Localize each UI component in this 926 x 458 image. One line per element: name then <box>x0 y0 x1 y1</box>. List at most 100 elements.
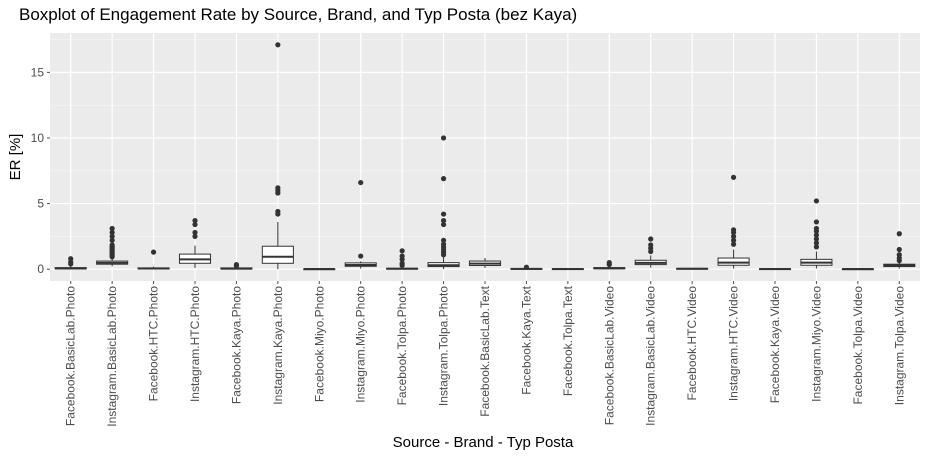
x-tick-label: Facebook.Kaya.Photo <box>229 286 243 404</box>
outlier-point <box>813 219 820 225</box>
outlier-point <box>150 249 157 255</box>
box-instagram-htc-video <box>717 174 750 269</box>
outlier-point <box>440 176 447 182</box>
box-instagram-miyo-video <box>800 198 833 269</box>
box-facebook-basiclab-photo <box>54 256 87 270</box>
y-tick-label: 10 <box>31 131 45 145</box>
x-tick-label: Instagram.Tolpa.Video <box>892 286 906 406</box>
box-iqr <box>261 245 294 264</box>
outlier-point <box>896 231 902 237</box>
x-axis-label: Source - Brand - Typ Posta <box>393 434 574 451</box>
x-tick-label: Instagram.Kaya.Photo <box>271 286 285 405</box>
x-tick-label: Facebook.Kaya.Text <box>519 285 533 394</box>
outlier-point <box>192 233 198 239</box>
outlier-point <box>648 236 654 242</box>
outlier-point <box>648 242 654 248</box>
x-tick-label: Instagram.BasicLab.Photo <box>105 286 119 427</box>
x-tick-label: Instagram.Miyo.Video <box>809 286 823 402</box>
outlier-point <box>813 236 820 242</box>
outlier-point <box>896 246 902 253</box>
x-tick-label: Facebook.HTC.Photo <box>147 286 161 402</box>
y-tick-label: 5 <box>37 197 44 211</box>
outlier-point <box>192 221 198 228</box>
box-facebook-kaya-photo <box>220 261 253 270</box>
outlier-point <box>399 248 405 254</box>
outlier-point <box>275 42 281 48</box>
outlier-point <box>440 218 447 224</box>
outlier-point <box>233 261 240 268</box>
box-instagram-basiclab-photo <box>96 225 129 267</box>
box-instagram-tolpa-photo <box>427 135 460 270</box>
outlier-point <box>109 229 115 236</box>
outlier-point <box>440 211 447 217</box>
outlier-point <box>813 198 820 204</box>
outlier-point <box>730 227 737 233</box>
y-tick-label: 0 <box>37 262 44 276</box>
box-facebook-tolpa-text <box>551 268 584 271</box>
major-gridlines <box>50 33 920 281</box>
x-tick-label: Instagram.Tolpa.Photo <box>437 286 451 406</box>
x-tick-label: Facebook.Miyo.Photo <box>312 286 326 402</box>
y-axis: 0 5 10 15 <box>31 65 50 276</box>
outlier-point <box>523 264 530 270</box>
outlier-point <box>358 179 364 186</box>
x-tick-label: Instagram.Miyo.Photo <box>354 286 368 403</box>
box-facebook-basiclab-text <box>468 258 502 268</box>
outlier-point <box>730 241 737 247</box>
box-instagram-tolpa-video <box>883 231 916 269</box>
outlier-point <box>192 229 198 236</box>
box-instagram-htc-photo <box>178 218 212 268</box>
outlier-point <box>109 225 115 232</box>
outlier-point <box>109 237 115 243</box>
y-tick-label: 15 <box>31 65 45 79</box>
outlier-point <box>440 241 447 247</box>
x-tick-label: Facebook.HTC.Video <box>685 286 699 401</box>
box-facebook-htc-video <box>676 267 709 270</box>
outlier-point <box>440 135 447 141</box>
box-layer <box>54 42 916 271</box>
x-axis: Facebook.BasicLab.Photo Instagram.BasicLa… <box>64 281 906 427</box>
box-facebook-kaya-video <box>758 268 792 271</box>
outlier-point <box>730 174 737 180</box>
x-tick-label: Facebook.Tolpa.Video <box>851 286 865 405</box>
box-instagram-kaya-photo <box>261 42 294 270</box>
box-instagram-miyo-photo <box>344 179 377 269</box>
outlier-point <box>813 232 820 238</box>
box-facebook-basiclab-video <box>593 260 626 270</box>
box-facebook-htc-photo <box>137 249 170 270</box>
chart-title: Boxplot of Engagement Rate by Source, Br… <box>19 5 578 24</box>
y-axis-label: ER [%] <box>7 134 24 181</box>
outlier-point <box>399 260 405 266</box>
x-tick-label: Facebook.BasicLab.Video <box>602 286 616 426</box>
outlier-point <box>440 237 447 243</box>
outlier-point <box>606 260 612 266</box>
outlier-point <box>730 237 737 243</box>
outlier-point <box>813 244 820 250</box>
outlier-point <box>399 253 405 259</box>
outlier-point <box>275 208 281 215</box>
outlier-point <box>730 233 737 239</box>
x-tick-label: Facebook.BasicLab.Photo <box>64 286 78 426</box>
box-facebook-miyo-photo <box>303 268 336 271</box>
box-facebook-tolpa-video <box>841 268 874 271</box>
outlier-point <box>68 256 74 262</box>
box-facebook-kaya-text <box>510 264 543 270</box>
outlier-point <box>440 221 447 228</box>
x-tick-label: Facebook.BasicLab.Text <box>478 285 492 416</box>
outlier-point <box>275 185 281 191</box>
x-tick-label: Facebook.Tolpa.Photo <box>395 286 409 406</box>
outlier-point <box>896 252 902 258</box>
x-tick-label: Instagram.HTC.Video <box>727 286 741 401</box>
x-tick-label: Facebook.Kaya.Video <box>768 286 782 404</box>
outlier-point <box>813 225 820 232</box>
outlier-point <box>358 253 364 259</box>
outlier-point <box>813 240 820 246</box>
x-tick-label: Instagram.BasicLab.Video <box>644 286 658 426</box>
outlier-point <box>109 233 115 239</box>
box-instagram-basiclab-video <box>634 236 667 268</box>
box-facebook-tolpa-photo <box>386 248 419 270</box>
outlier-point <box>109 242 115 248</box>
x-tick-label: Instagram.HTC.Photo <box>188 286 202 402</box>
outlier-point <box>192 218 198 224</box>
